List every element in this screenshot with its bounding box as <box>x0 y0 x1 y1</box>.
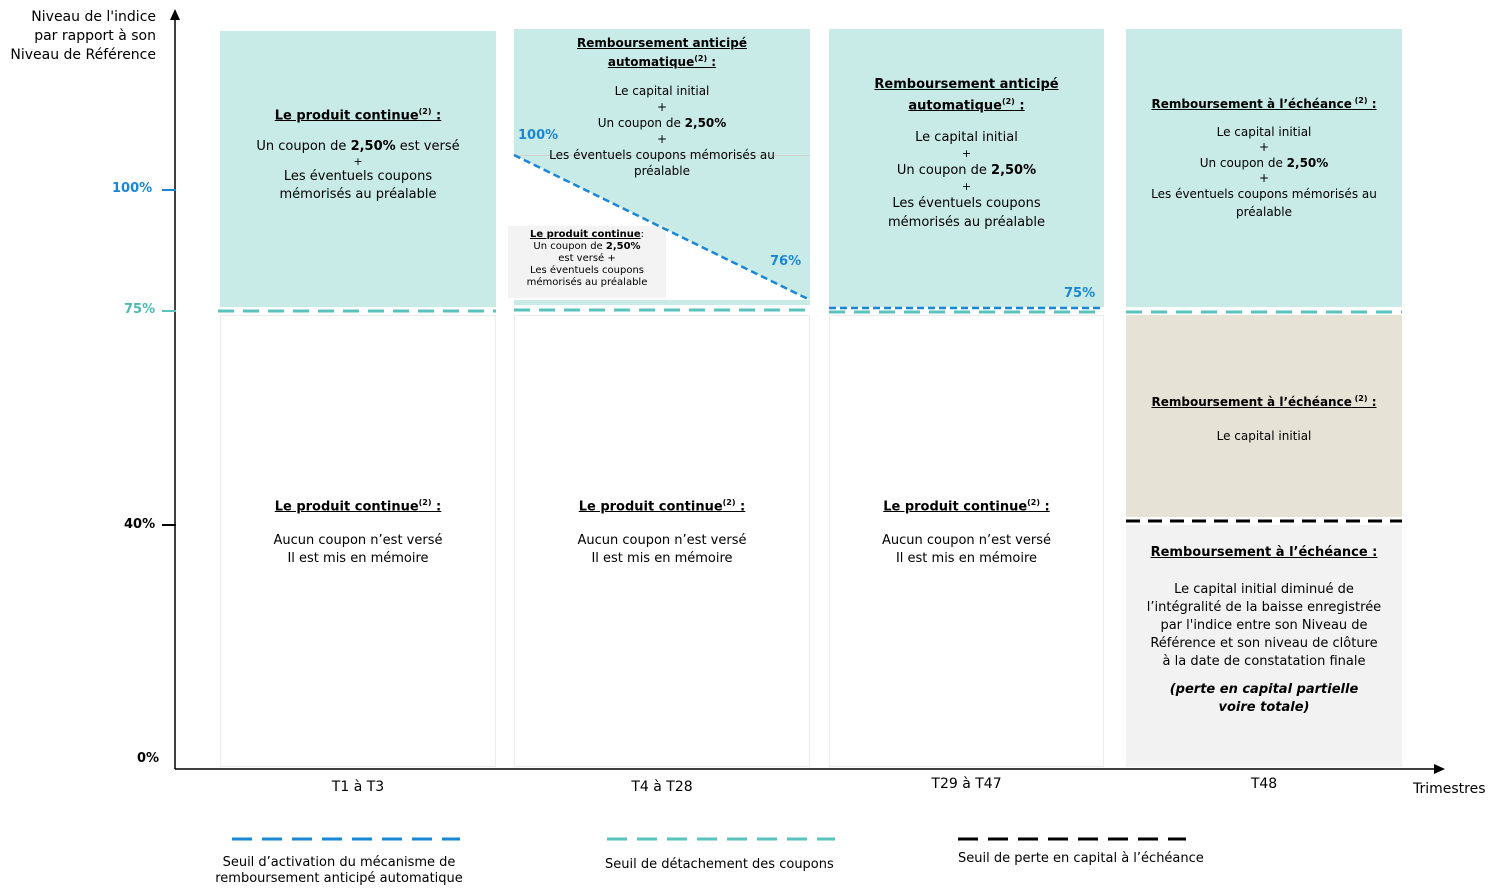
col2-small-heading: Le produit continue: <box>529 229 645 240</box>
col2-separator <box>514 155 810 156</box>
ytick-75: 75% <box>124 302 156 317</box>
period-label-2: T4 à T28 <box>631 779 693 795</box>
zone-col3-upper: Remboursement anticipé automatique(2) : … <box>829 29 1104 307</box>
x-axis-title: Trimestres <box>1413 781 1486 797</box>
col2-lower-heading: Le produit continue(2) : <box>578 498 746 515</box>
zone-col1-upper: Le produit continue(2) : Un coupon de 2,… <box>220 31 496 307</box>
col2-upper-content: Remboursement anticipé automatique(2) : … <box>514 35 810 179</box>
zone-col3-lower: Le produit continue(2) : Aucun coupon n’… <box>829 315 1104 767</box>
zone-col1-lower: Le produit continue(2) : Aucun coupon n’… <box>220 315 496 767</box>
x-axis-arrow <box>1434 764 1445 774</box>
legend-black-text: Seuil de perte en capital à l’échéance <box>958 851 1204 866</box>
y-axis-arrow <box>170 9 180 20</box>
col4-lower-text: Le capital initial diminué de l’intégral… <box>1146 582 1382 669</box>
zone-col2-lower: Le produit continue(2) : Aucun coupon n’… <box>514 315 810 767</box>
period-label-3: T29 à T47 <box>931 776 1002 792</box>
col2-lower-text: Aucun coupon n’est versé Il est mis en m… <box>577 533 747 567</box>
zone-col4-middle: Remboursement à l’échéance (2) : Le capi… <box>1126 315 1402 517</box>
col2-upper-text: Le capital initial + Un coupon de 2,50% … <box>549 84 775 178</box>
y-axis-title: Niveau de l'indice par rapport à son Niv… <box>10 9 156 63</box>
ytick-100: 100% <box>112 181 153 196</box>
autocall-threshold-col2 <box>513 153 811 302</box>
zone-col4-upper: Remboursement à l’échéance (2) : Le capi… <box>1126 29 1402 307</box>
period-label-1: T1 à T3 <box>331 779 385 795</box>
col3-lower-text: Aucun coupon n’est versé Il est mis en m… <box>882 533 1051 567</box>
period-label-4: T48 <box>1250 776 1278 792</box>
col4-middle-heading: Remboursement à l’échéance (2) : <box>1151 394 1377 409</box>
col1-lower-heading: Le produit continue(2) : <box>274 498 442 515</box>
col4-upper-text: Le capital initial + Un coupon de 2,50% … <box>1151 125 1377 219</box>
col4-lower-heading: Remboursement à l’échéance : <box>1150 545 1378 560</box>
ytick-40: 40% <box>124 517 156 532</box>
col1-upper-heading: Le produit continue(2) : <box>274 107 442 124</box>
pct-76-label: 76% <box>770 254 802 269</box>
col3-upper-heading: Remboursement anticipé automatique(2) : <box>874 77 1059 114</box>
zone-col4-lower: Remboursement à l’échéance : Le capital … <box>1126 525 1402 767</box>
ytick-0: 0% <box>137 751 160 766</box>
col4-loss-note: (perte en capital partielle voire totale… <box>1169 682 1359 715</box>
pct-75-label: 75% <box>1064 286 1096 301</box>
pct-100-label: 100% <box>518 128 559 143</box>
col4-middle-text: Le capital initial <box>1216 429 1312 443</box>
col2-small-box: Le produit continue: Un coupon de 2,50% … <box>508 226 666 298</box>
col3-lower-heading: Le produit continue(2) : <box>883 498 1050 515</box>
col2-upper-heading: Remboursement anticipé automatique(2) : <box>576 36 747 69</box>
col1-upper-text: Un coupon de 2,50% est versé + Les évent… <box>256 139 460 203</box>
col3-upper-text: Le capital initial + Un coupon de 2,50% … <box>888 130 1045 231</box>
col4-upper-heading: Remboursement à l’échéance (2) : <box>1151 96 1377 111</box>
legend-blue-text: Seuil d’activation du mécanisme de rembo… <box>215 855 463 886</box>
legend-teal-text: Seuil de détachement des coupons <box>605 857 834 872</box>
col1-lower-text: Aucun coupon n’est versé Il est mis en m… <box>273 533 443 567</box>
